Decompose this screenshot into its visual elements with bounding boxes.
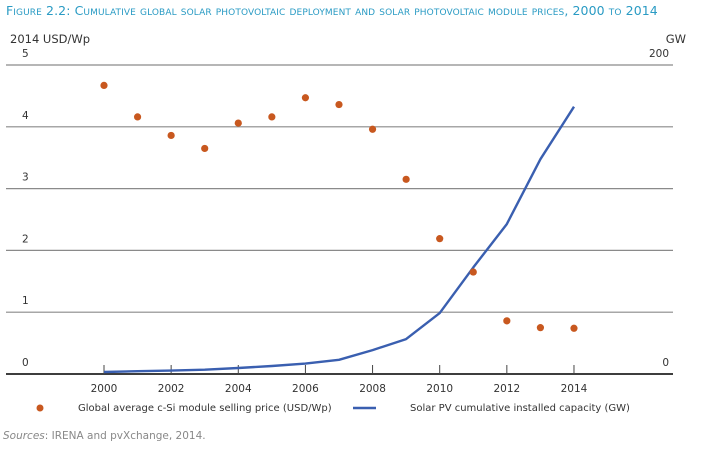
x-tick-label: 2014 bbox=[561, 383, 588, 395]
price-dot bbox=[503, 317, 511, 325]
price-dot bbox=[436, 235, 444, 243]
right-axis-title: GW bbox=[666, 32, 686, 46]
x-tick-label: 2002 bbox=[158, 383, 185, 395]
price-dot bbox=[268, 113, 276, 121]
capacity-line bbox=[103, 106, 576, 374]
left-tick-label: 4 bbox=[22, 110, 29, 122]
price-dot bbox=[133, 113, 142, 121]
price-dot bbox=[469, 268, 477, 276]
price-dot bbox=[201, 144, 209, 153]
price-dot bbox=[234, 119, 242, 127]
right-tick-label: 200 bbox=[649, 48, 669, 60]
right-tick-label: 0 bbox=[662, 357, 669, 369]
source-note: Sources: IRENA and pvXchange, 2014. bbox=[3, 430, 206, 442]
price-dot bbox=[335, 100, 343, 109]
left-tick-label: 2 bbox=[22, 233, 29, 245]
price-dot bbox=[301, 94, 310, 102]
left-tick-label: 3 bbox=[22, 172, 29, 184]
legend-dot-icon bbox=[36, 404, 44, 412]
legend-label-price: Global average c-Si module selling price… bbox=[78, 403, 332, 414]
price-dot bbox=[536, 324, 545, 332]
legend: Global average c-Si module selling price… bbox=[36, 403, 630, 414]
x-tick-label: 2004 bbox=[225, 383, 252, 395]
legend-label-capacity: Solar PV cumulative installed capacity (… bbox=[410, 403, 630, 414]
price-dot bbox=[368, 125, 377, 133]
x-tick-label: 2006 bbox=[292, 383, 319, 395]
figure-title: Figure 2.2: Cumulative global solar phot… bbox=[6, 3, 658, 18]
x-tick-label: 2012 bbox=[493, 383, 520, 395]
x-tick-label: 2000 bbox=[91, 383, 118, 395]
left-tick-label: 1 bbox=[22, 295, 29, 307]
x-tick-label: 2008 bbox=[359, 383, 386, 395]
left-axis-title: 2014 USD/Wp bbox=[10, 32, 90, 46]
left-tick-label: 5 bbox=[22, 48, 29, 60]
price-dot bbox=[570, 324, 578, 332]
price-dot bbox=[100, 81, 108, 89]
x-tick-label: 2010 bbox=[426, 383, 453, 395]
left-tick-label: 0 bbox=[22, 357, 29, 369]
price-dot bbox=[402, 175, 410, 183]
price-dot bbox=[167, 131, 175, 140]
